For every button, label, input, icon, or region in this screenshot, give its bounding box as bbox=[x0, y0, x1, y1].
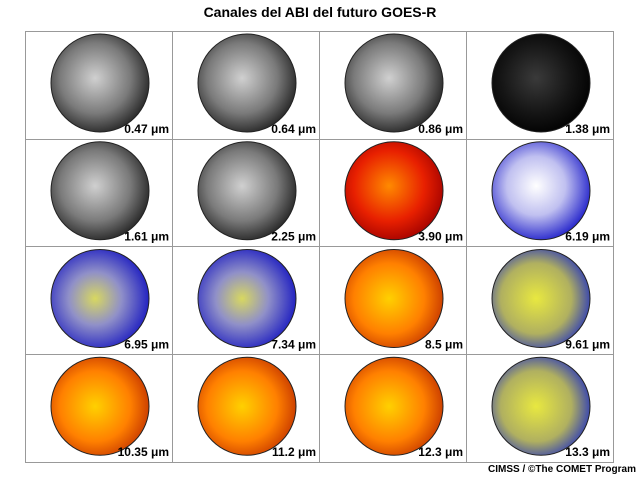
channel-label: 0.47 μm bbox=[124, 122, 169, 136]
channel-label: 0.86 μm bbox=[418, 122, 463, 136]
panels: 0.47 μm 0.64 μm 0.86 μm 1.38 μm 1.61 μm 2.25 … bbox=[50, 33, 610, 459]
channel-label: 2.25 μm bbox=[271, 230, 316, 244]
globe-image bbox=[344, 141, 444, 241]
channel-label: 6.95 μm bbox=[124, 337, 169, 351]
panel-grid bbox=[25, 31, 614, 463]
globe-image bbox=[491, 141, 591, 241]
globe-image bbox=[344, 33, 444, 133]
globe-image bbox=[344, 356, 444, 456]
channel-label: 0.64 μm bbox=[271, 122, 316, 136]
channel-label: 8.5 μm bbox=[425, 337, 463, 351]
globe-image bbox=[491, 249, 591, 348]
globe-image bbox=[50, 356, 150, 456]
channel-label: 6.19 μm bbox=[565, 230, 610, 244]
globe-image bbox=[197, 356, 297, 456]
channel-label: 11.2 μm bbox=[272, 445, 316, 459]
globe-image bbox=[491, 33, 591, 133]
channel-label: 1.61 μm bbox=[124, 230, 169, 244]
globe-image bbox=[50, 249, 150, 348]
globe-image bbox=[50, 141, 150, 241]
channel-label: 7.34 μm bbox=[271, 337, 316, 351]
globe-image bbox=[197, 33, 297, 133]
credit: CIMSS / ©The COMET Program bbox=[488, 464, 636, 475]
channel-label: 10.35 μm bbox=[118, 445, 169, 459]
channel-label: 1.38 μm bbox=[565, 122, 610, 136]
globe-image bbox=[344, 249, 444, 348]
globe-image bbox=[197, 141, 297, 241]
figure-title: Canales del ABI del futuro GOES-R bbox=[204, 4, 437, 20]
globe-image bbox=[50, 33, 150, 133]
channel-label: 13.3 μm bbox=[565, 445, 610, 459]
globe-image bbox=[197, 249, 297, 348]
globe-image bbox=[491, 356, 591, 456]
channel-label: 9.61 μm bbox=[565, 337, 610, 351]
channel-label: 12.3 μm bbox=[418, 445, 463, 459]
channel-label: 3.90 μm bbox=[418, 230, 463, 244]
